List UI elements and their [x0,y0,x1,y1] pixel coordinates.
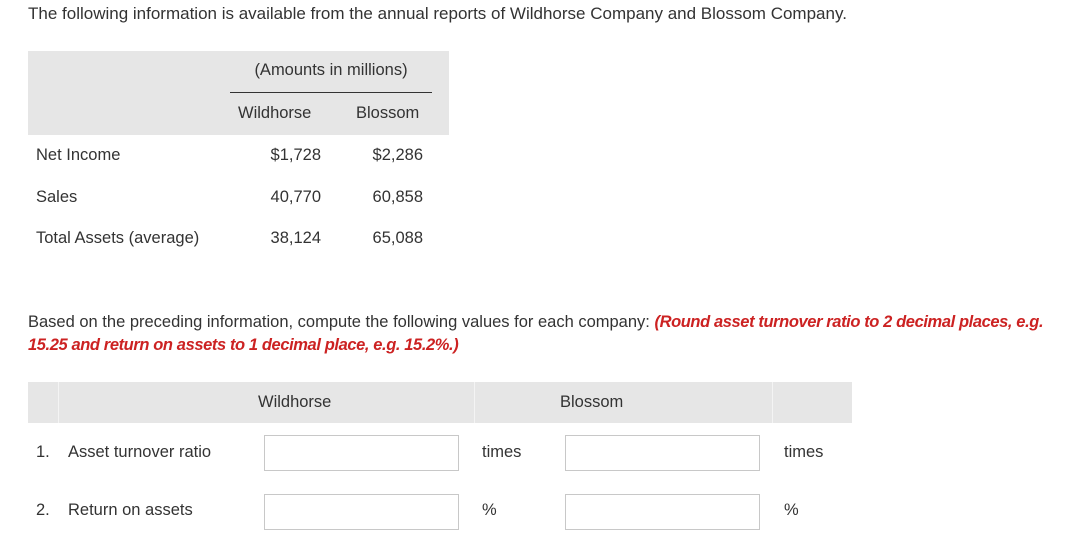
table2-col-wildhorse: Wildhorse [258,393,332,411]
table2-col-blossom: Blossom [560,393,624,411]
blossom-asset-turnover-input[interactable] [565,435,760,471]
header-divider [772,382,773,423]
question-label-return-on-assets: Return on assets [68,501,193,519]
wildhorse-sales: 40,770 [270,188,321,206]
unit-percent: % [784,501,799,519]
row-label-net-income: Net Income [36,146,121,164]
table2-header-background [28,382,852,423]
blossom-sales: 60,858 [372,188,423,206]
amounts-header-rule [230,92,432,93]
wildhorse-asset-turnover-input[interactable] [264,435,459,471]
header-divider [58,382,59,423]
table1-col-wildhorse: Wildhorse [238,104,312,122]
wildhorse-return-on-assets-input[interactable] [264,494,459,530]
instructions: Based on the preceding information, comp… [28,311,1068,357]
row-label-sales: Sales [36,188,78,206]
instructions-text: Based on the preceding information, comp… [28,313,650,331]
unit-times: times [482,443,522,461]
blossom-return-on-assets-input[interactable] [565,494,760,530]
intro-text: The following information is available f… [28,4,847,23]
rounding-note: (Round asset turnover ratio to 2 decimal… [28,313,1044,354]
question-number: 1. [36,443,50,461]
wildhorse-net-income: $1,728 [270,146,321,164]
table1-col-blossom: Blossom [356,104,420,122]
blossom-net-income: $2,286 [372,146,423,164]
wildhorse-total-assets: 38,124 [270,229,321,247]
unit-times: times [784,443,824,461]
table1-header-background [28,51,449,135]
blossom-total-assets: 65,088 [372,229,423,247]
row-label-total-assets: Total Assets (average) [36,229,200,247]
amounts-header: (Amounts in millions) [254,61,408,79]
header-divider [474,382,475,423]
question-number: 2. [36,501,50,519]
unit-percent: % [482,501,497,519]
question-label-asset-turnover: Asset turnover ratio [68,443,212,461]
